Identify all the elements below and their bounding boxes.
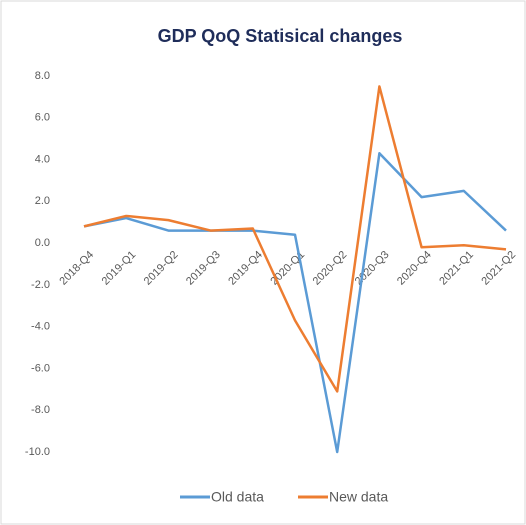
y-tick-label: -2.0 [31, 279, 50, 291]
y-tick-label: -6.0 [31, 362, 50, 374]
legend-label: Old data [211, 489, 264, 505]
y-tick-label: -8.0 [31, 404, 50, 416]
y-tick-label: -4.0 [31, 321, 50, 333]
chart-title: GDP QoQ Statisical changes [158, 26, 403, 46]
legend-label: New data [329, 489, 388, 505]
y-tick-label: 8.0 [35, 70, 50, 82]
y-tick-label: 4.0 [35, 153, 50, 165]
y-tick-label: 6.0 [35, 112, 50, 124]
y-tick-label: 2.0 [35, 195, 50, 207]
y-tick-label: -10.0 [25, 446, 50, 458]
series-line [83, 152, 507, 454]
series-line [83, 85, 507, 393]
y-tick-label: 0.0 [35, 237, 50, 249]
